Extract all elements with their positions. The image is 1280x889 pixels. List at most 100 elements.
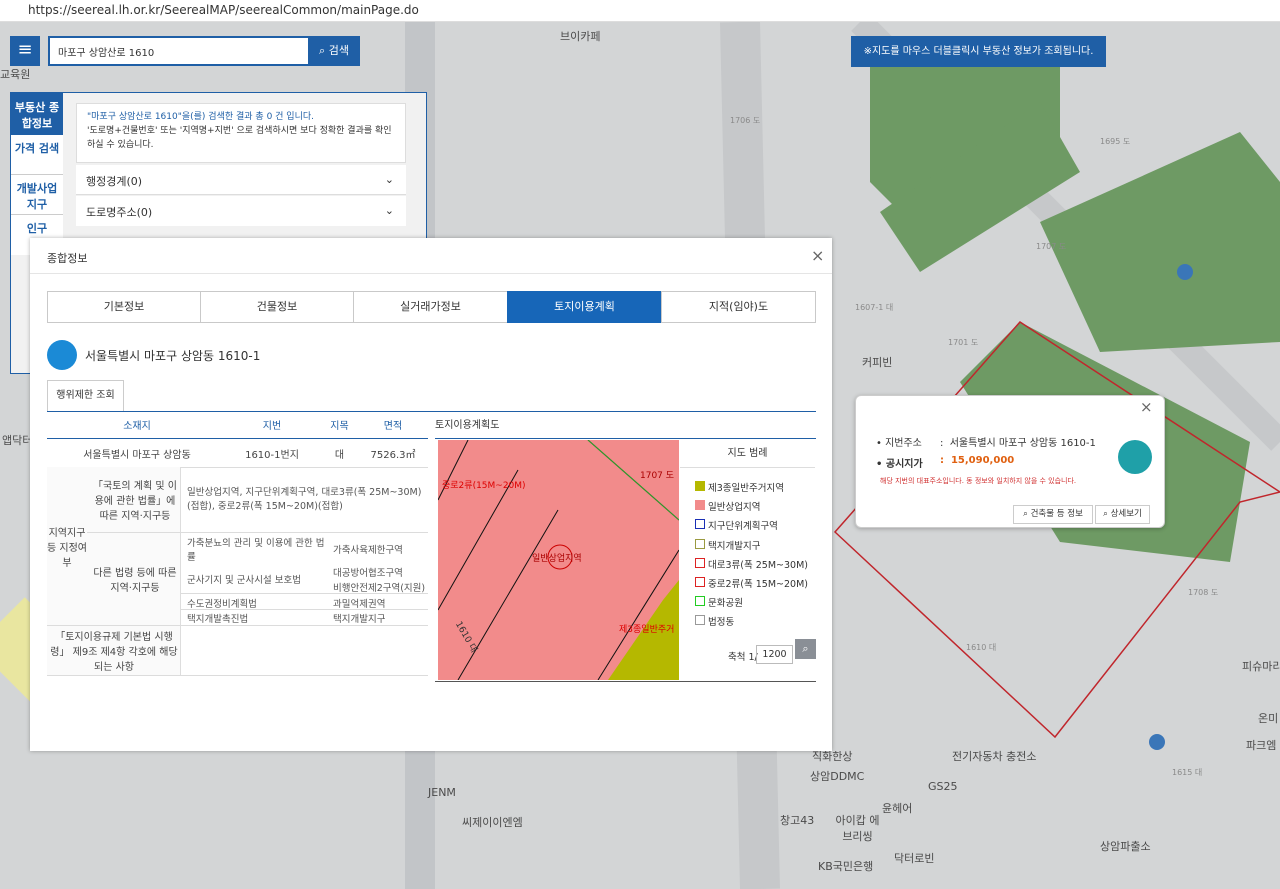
scale-input[interactable]: 1200 bbox=[756, 645, 793, 664]
legend-label: 중로2류(폭 15M~20M) bbox=[708, 579, 808, 590]
result-hint: '도로명+건물번호' 또는 '지역명+지번' 으로 검색하시면 보다 정확한 결… bbox=[87, 126, 392, 150]
table-head: 다른 법령 등에 따른 지역·지구등 bbox=[93, 567, 177, 594]
table-cell: 1610-1번지 bbox=[245, 449, 299, 461]
parcel-address: 서울특별시 마포구 상암동 1610-1 bbox=[85, 349, 261, 363]
close-button[interactable]: × bbox=[811, 246, 825, 265]
notice: ※지도를 마우스 더블클릭시 부동산 정보가 조회됩니다. bbox=[851, 36, 1106, 67]
table-cell: 가축사육제한구역 bbox=[333, 545, 403, 556]
popup-label: • 공시지가 bbox=[876, 459, 923, 470]
legend-label: 대로3류(폭 25M~30M) bbox=[708, 560, 808, 571]
side-tab[interactable]: 개발사업 지구 bbox=[11, 175, 63, 215]
tab-active[interactable]: 토지이용계획 bbox=[507, 291, 662, 323]
table-cell: 수도권정비계획법 bbox=[187, 599, 257, 610]
map-label: 1706 도 bbox=[730, 116, 761, 125]
map-label: 1615 대 bbox=[1172, 768, 1203, 777]
divider bbox=[181, 593, 428, 594]
table-cell: 택지개발촉진법 bbox=[187, 614, 249, 625]
map-label: 씨제이이엔엠 bbox=[462, 816, 523, 829]
divider bbox=[435, 438, 816, 439]
map-label: 창고43 bbox=[780, 814, 815, 827]
address-bar[interactable]: https://seereal.lh.or.kr/SeerealMAP/seer… bbox=[0, 0, 1280, 22]
divider bbox=[30, 273, 832, 274]
table-cell: 서울특별시 마포구 상암동 bbox=[83, 449, 191, 461]
legend-item: 제3종일반주거지역 bbox=[695, 480, 784, 494]
map-label: 닥터로빈 bbox=[894, 852, 935, 865]
scale-search[interactable]: ⌕ bbox=[795, 639, 816, 659]
divider bbox=[47, 411, 816, 412]
url: https://seereal.lh.or.kr/SeerealMAP/seer… bbox=[28, 3, 419, 17]
plan-label: 제3종일반주거 bbox=[619, 625, 675, 635]
section-label: 행정경계(0) bbox=[86, 175, 143, 188]
popup-close[interactable]: × bbox=[1140, 398, 1153, 416]
table-cell: 대공방어협조구역 bbox=[333, 568, 403, 579]
tab[interactable]: 기본정보 bbox=[47, 291, 201, 323]
popup-price: : 15,090,000 bbox=[940, 455, 1015, 466]
table-head: 「토지이용규제 기본법 시행령」 제9조 제4항 각호에 해당되는 사항 bbox=[50, 631, 178, 673]
building-icon bbox=[47, 340, 77, 370]
map-label: 브이카페 bbox=[560, 30, 601, 43]
result-section[interactable]: 행정경계(0) ⌄ bbox=[76, 165, 406, 195]
table-cell: 7526.3㎡ bbox=[370, 449, 416, 461]
map-label: 커피빈 bbox=[862, 356, 893, 369]
popup-button[interactable]: ⌕ 건축물 등 정보 bbox=[1013, 505, 1093, 524]
divider bbox=[47, 675, 428, 676]
map-label: 1708 도 bbox=[1188, 588, 1219, 597]
popup-label-text: 지번주소 bbox=[885, 438, 922, 449]
table-header: 지번 bbox=[262, 421, 282, 432]
search-input[interactable]: 마포구 상암산로 1610 bbox=[48, 36, 310, 66]
popup-address-text: 서울특별시 마포구 상암동 1610-1 bbox=[949, 438, 1096, 449]
divider bbox=[47, 625, 428, 626]
plan-title: 토지이용계획도 bbox=[435, 420, 500, 431]
map-label: 1701 도 bbox=[948, 338, 979, 347]
popup-address: : 서울특별시 마포구 상암동 1610-1 bbox=[940, 438, 1096, 449]
table-header: 지목 bbox=[330, 421, 349, 432]
map-label: 상암DDMC bbox=[810, 770, 865, 783]
legend-item: 법정동 bbox=[695, 614, 734, 628]
legend-label: 제3종일반주거지역 bbox=[708, 483, 784, 494]
legend-item: 택지개발지구 bbox=[695, 538, 760, 552]
popup-button-label: 건축물 등 정보 bbox=[1030, 509, 1083, 519]
divider bbox=[181, 609, 428, 610]
side-tab[interactable]: 부동산 종합정보 bbox=[11, 93, 63, 135]
popup-button[interactable]: ⌕ 상세보기 bbox=[1095, 505, 1150, 524]
map-label: 1607-1 대 bbox=[855, 303, 894, 312]
divider bbox=[87, 532, 428, 533]
divider bbox=[47, 438, 428, 439]
divider bbox=[47, 467, 428, 468]
table-head-bg bbox=[47, 467, 181, 675]
map-label: 전기자동차 충전소 bbox=[952, 750, 1037, 763]
popup-button-label: 상세보기 bbox=[1110, 509, 1142, 519]
subtab[interactable]: 행위제한 조회 bbox=[47, 380, 124, 411]
side-tab[interactable]: 가격 검색 bbox=[11, 135, 63, 175]
table-cell: 가축분뇨의 관리 및 이용에 관한 법률 bbox=[187, 538, 325, 563]
scale-label: 축척 1/ bbox=[728, 652, 758, 663]
table-head: 「국토의 계획 및 이용에 관한 법률」에 따른 지역·지구등 bbox=[93, 481, 177, 522]
tab[interactable]: 실거래가정보 bbox=[353, 291, 508, 323]
tab[interactable]: 지적(임야)도 bbox=[661, 291, 816, 323]
menu-button[interactable]: ≡ bbox=[10, 36, 40, 66]
plan-label: 중로2류(15M~20M) bbox=[442, 481, 526, 491]
legend-item: 지구단위계획구역 bbox=[695, 518, 778, 532]
table-cell: 과밀억제권역 bbox=[333, 599, 386, 610]
table-header: 소재지 bbox=[123, 421, 151, 432]
legend-item: 일반상업지역 bbox=[695, 499, 760, 513]
map-label: 온미 bbox=[1258, 712, 1279, 725]
plan-map[interactable] bbox=[438, 440, 679, 680]
search-button[interactable]: ⌕ 검색 bbox=[308, 36, 360, 66]
plan-label: 일반상업지역 bbox=[532, 554, 582, 564]
tab[interactable]: 건물정보 bbox=[200, 291, 354, 323]
map-label: 상암파출소 bbox=[1100, 840, 1151, 853]
legend-label: 일반상업지역 bbox=[708, 502, 761, 513]
map-label: 앱닥터 bbox=[2, 434, 33, 447]
legend-label: 지구단위계획구역 bbox=[708, 521, 778, 532]
result-section[interactable]: 도로명주소(0) ⌄ bbox=[76, 196, 406, 226]
map-label: 1707 도 bbox=[1036, 242, 1067, 251]
table-head: 지역지구등 지정여부 bbox=[47, 527, 87, 569]
search-query: 마포구 상암산로 1610 bbox=[58, 48, 155, 59]
table-header: 면적 bbox=[383, 421, 403, 432]
table-cell: 일반상업지역, 지구단위계획구역, 대로3류(폭 25M~30M)(접합), 중… bbox=[187, 487, 422, 512]
map-label: 1610 대 bbox=[966, 643, 997, 652]
result-message: "마포구 상암산로 1610"을(를) 검색한 결과 총 0 건 입니다. '도로… bbox=[76, 103, 406, 163]
map-label: KB국민은행 bbox=[818, 860, 874, 873]
